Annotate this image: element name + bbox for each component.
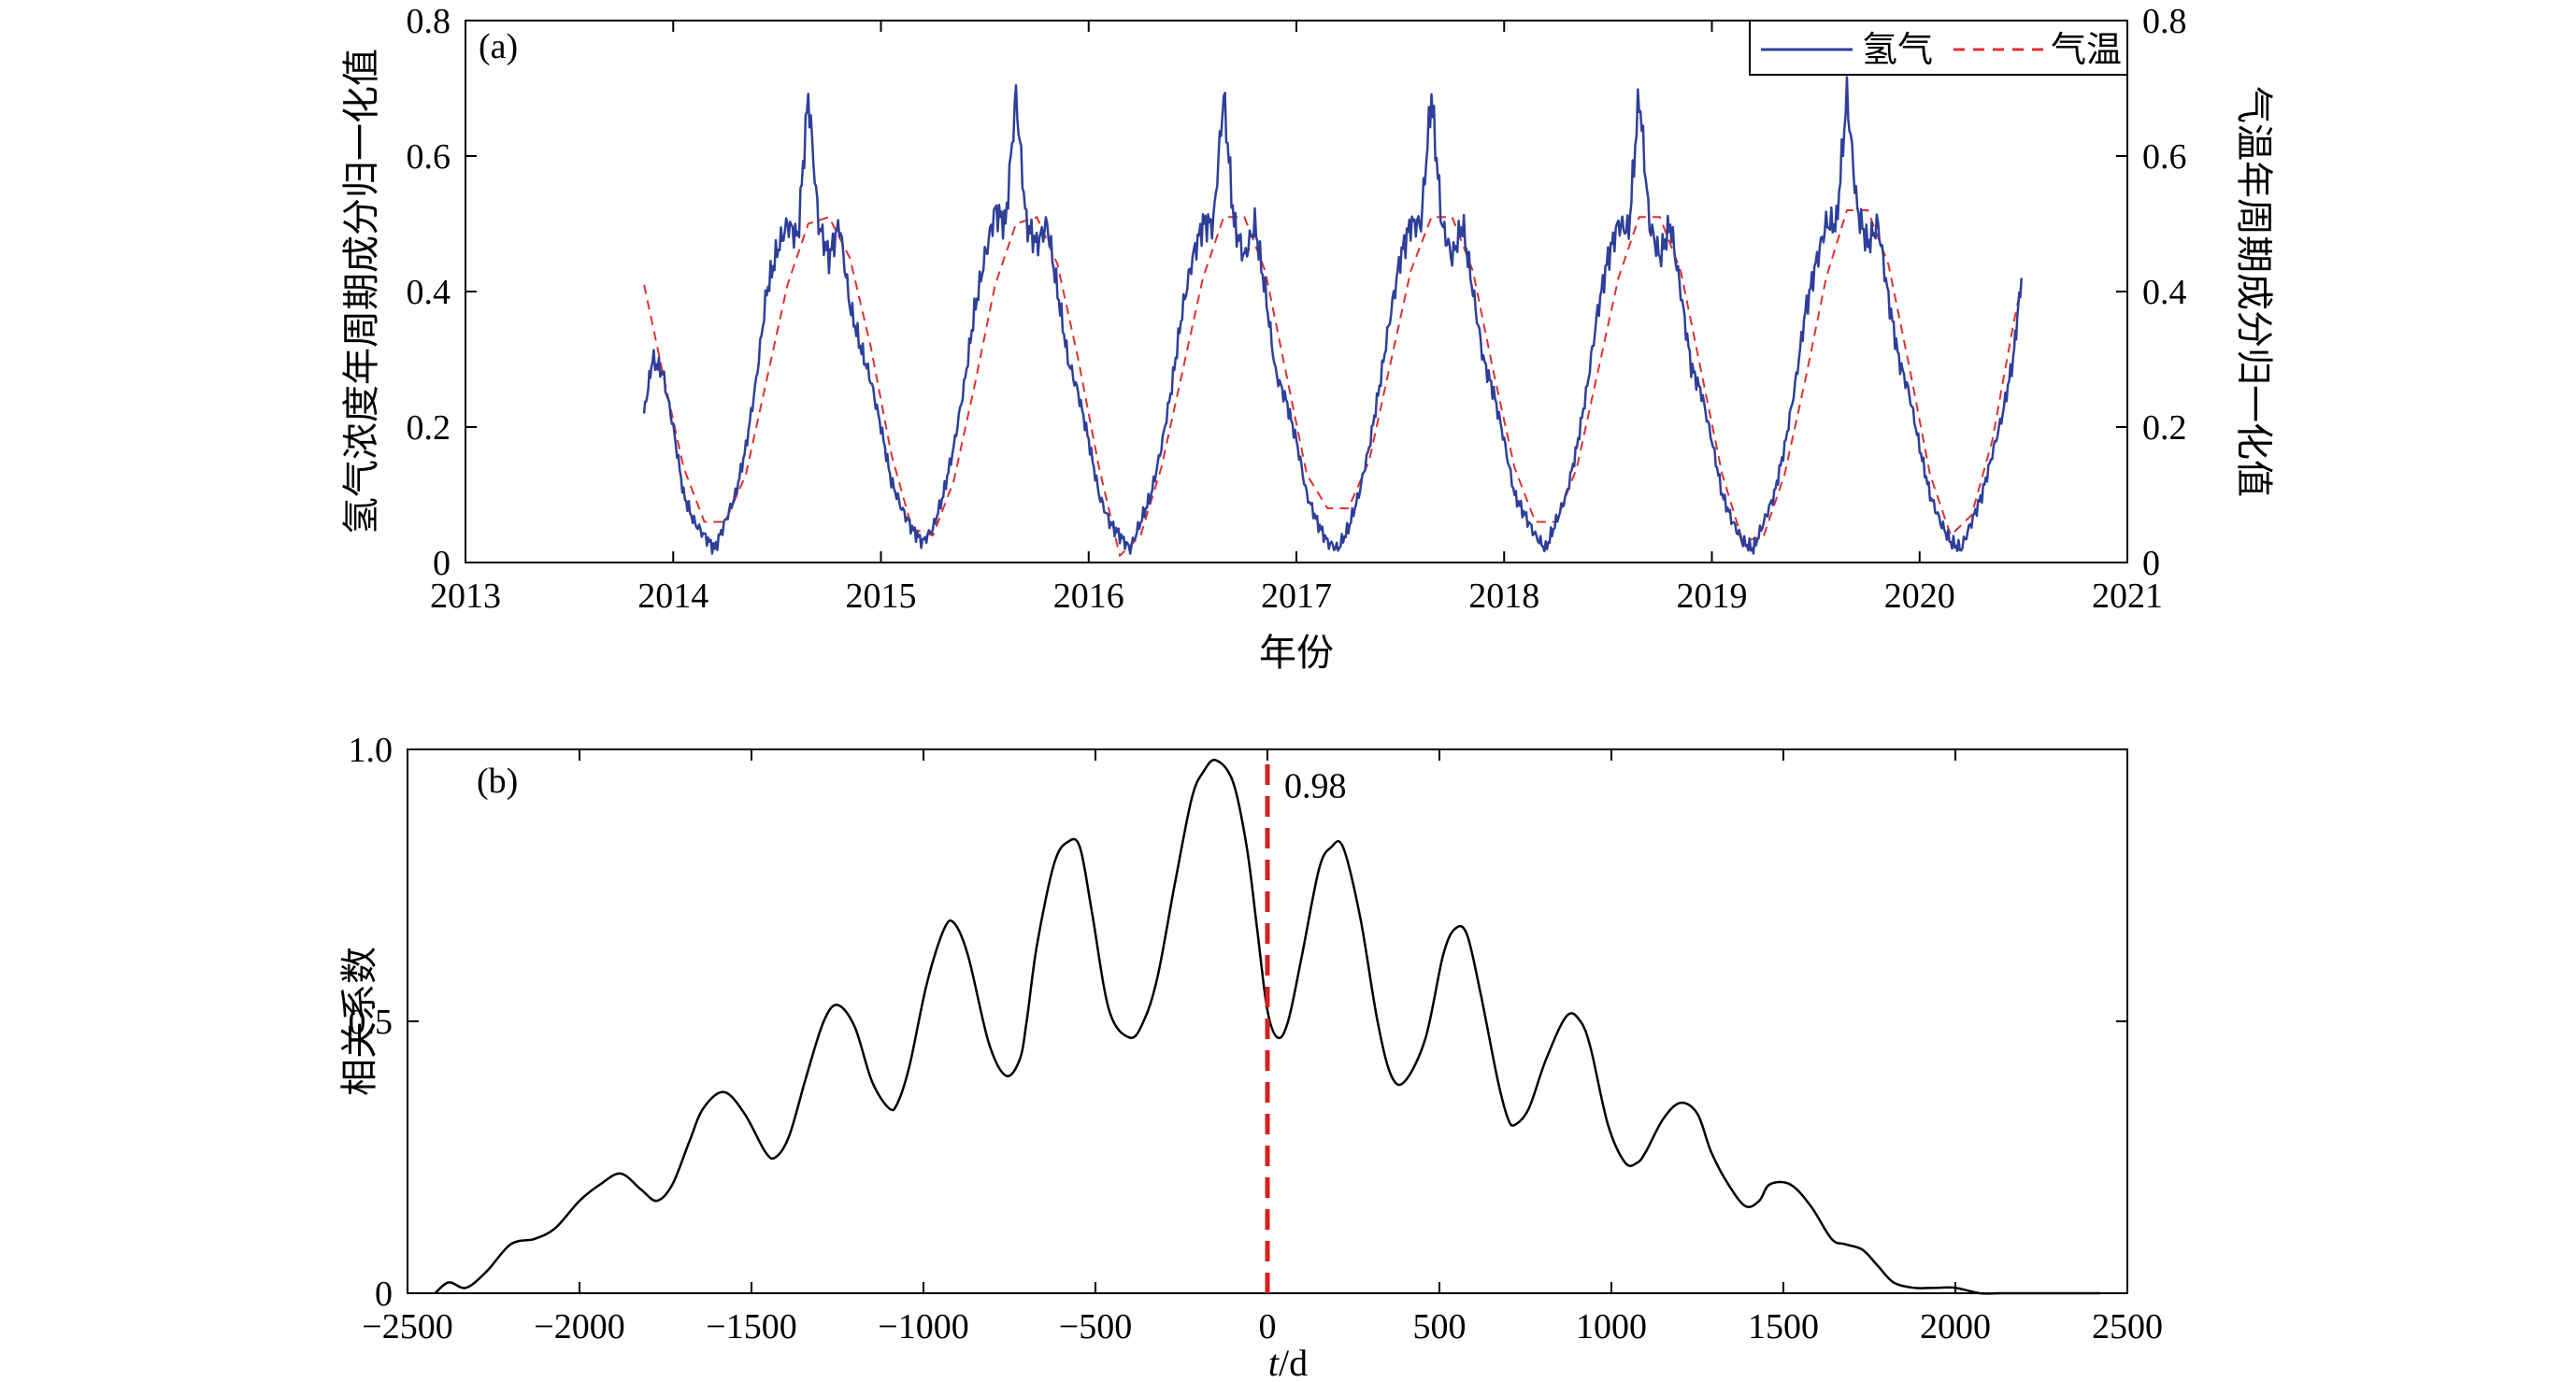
panel-a-x-axis-title: 年份: [1259, 632, 1334, 674]
panel-a-x-tick-label: 2016: [1053, 577, 1124, 616]
panel-a-x-tick-label: 2017: [1261, 577, 1332, 616]
panel-b-y-tick-label: 0: [375, 1275, 393, 1314]
panel-a-label: (a): [479, 27, 518, 66]
panel-a-chart: (a) 2013 2014 2015 2016 2017 2018 2019 2020 2021…: [340, 2, 2275, 674]
hydrogen-series-line: [642, 76, 2023, 555]
panel-a-y2-tick-label: 0.8: [2142, 2, 2187, 41]
panel-a-x-tick-label: 2013: [430, 577, 501, 616]
panel-a-y-tick-label: 0: [433, 544, 451, 583]
peak-annotation: 0.98: [1284, 767, 1347, 806]
panel-b-y-tick-label: 1.0: [349, 731, 394, 770]
panel-b-x-tick-label: −1000: [878, 1307, 968, 1346]
panel-b-x-tick-label: 1500: [1748, 1307, 1819, 1346]
panel-a-y-axis: 0 0.2 0.4 0.6 0.8: [407, 2, 477, 583]
panel-b-x-axis: −2500 −2000 −1500 −1000 −500 0 500 1000 1500 2000…: [362, 749, 2163, 1346]
panel-a-series-layer: [642, 76, 2023, 557]
panel-b-x-tick-label: 0: [1259, 1307, 1277, 1346]
legend-box: [1749, 20, 2128, 76]
panel-b-x-tick-label: −2500: [362, 1307, 452, 1346]
panel-a-y2-tick-label: 0.4: [2142, 273, 2187, 312]
x-axis-unit: /d: [1279, 1342, 1308, 1382]
panel-a-y-tick-label: 0.6: [407, 137, 451, 177]
panel-b-y-tick-label: 0.5: [349, 1003, 394, 1042]
panel-a-y-tick-label: 0.2: [407, 408, 451, 448]
panel-b-x-axis-title: t/d: [1268, 1342, 1308, 1382]
panel-b-y-axis-title: 相关系数: [338, 947, 380, 1096]
panel-a-y2-tick-label: 0.6: [2142, 137, 2187, 177]
panel-b-x-tick-label: 2500: [2092, 1307, 2163, 1346]
panel-a-x-tick-label: 2021: [2092, 577, 2163, 616]
panel-a-y-tick-label: 0.4: [407, 273, 451, 312]
panel-a-x-axis: 2013 2014 2015 2016 2017 2018 2019 2020 2021: [430, 21, 2163, 616]
panel-b-x-tick-label: 1000: [1576, 1307, 1647, 1346]
panel-b-x-tick-label: −1500: [706, 1307, 796, 1346]
panel-a-plot-frame: [465, 20, 2128, 563]
panel-a-y-axis-title: 氢气浓度年周期成分归一化值: [340, 49, 382, 534]
panel-b-x-tick-label: −500: [1059, 1307, 1132, 1346]
panel-a-x-tick-label: 2019: [1677, 577, 1748, 616]
panel-b-x-tick-label: 2000: [1920, 1307, 1991, 1346]
x-axis-variable: t: [1268, 1342, 1280, 1382]
panel-a-x-tick-label: 2018: [1468, 577, 1539, 616]
correlation-series-line: [434, 759, 2100, 1295]
panel-b-series-layer: [434, 759, 2100, 1295]
panel-a-y2-axis: 0 0.2 0.4 0.6 0.8: [2116, 2, 2187, 583]
panel-a-y-tick-label: 0.8: [407, 2, 451, 41]
panel-b-chart: (b) −2500 −2000 −1500 −1000 −500 0 500 1000 1500…: [338, 731, 2163, 1382]
legend-label-temperature: 气温: [2051, 31, 2122, 70]
legend-label-hydrogen: 氢气: [1862, 31, 1933, 70]
panel-a-y2-axis-title: 气温年周期成分归一化值: [2233, 86, 2275, 497]
temperature-series-line: [643, 209, 2023, 557]
panel-a-x-tick-label: 2014: [637, 577, 708, 616]
panel-a-x-tick-label: 2015: [846, 577, 917, 616]
panel-b-label: (b): [477, 762, 518, 801]
panel-b-x-tick-label: −2000: [534, 1307, 624, 1346]
panel-a-legend: 氢气 气温: [1749, 20, 2128, 76]
panel-b-x-tick-label: 500: [1413, 1307, 1467, 1346]
panel-b-y-axis: 0 0.5 1.0: [349, 731, 2127, 1314]
panel-a-y2-tick-label: 0.2: [2142, 408, 2187, 448]
panel-a-x-tick-label: 2020: [1884, 577, 1955, 616]
panel-a-y2-tick-label: 0: [2142, 544, 2160, 583]
